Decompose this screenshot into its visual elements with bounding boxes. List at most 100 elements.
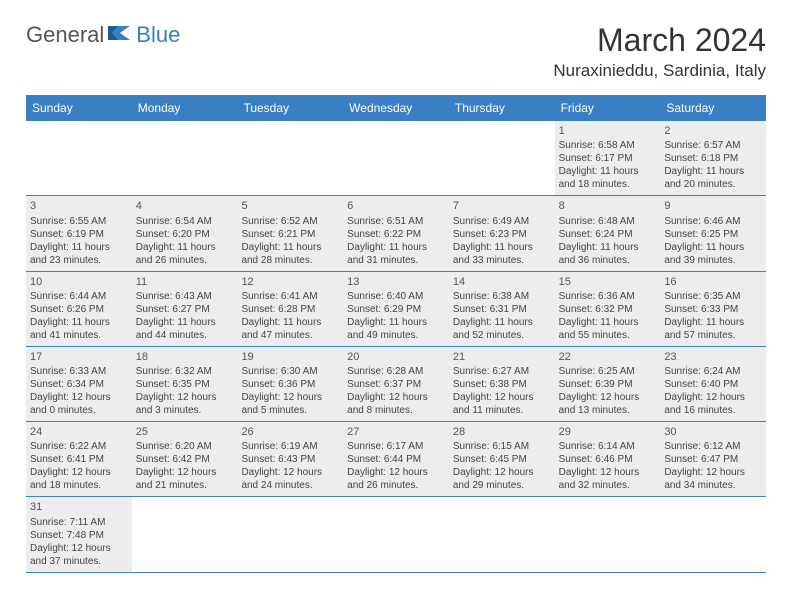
sunrise-text: Sunrise: 6:58 AM <box>559 139 657 152</box>
sunrise-text: Sunrise: 6:24 AM <box>664 365 762 378</box>
day-number: 26 <box>241 425 339 439</box>
week-row: 31Sunrise: 7:11 AMSunset: 7:48 PMDayligh… <box>26 497 766 572</box>
title-block: March 2024 Nuraxinieddu, Sardinia, Italy <box>553 22 766 81</box>
sunrise-text: Sunrise: 6:46 AM <box>664 215 762 228</box>
day-number: 9 <box>664 199 762 213</box>
day-number: 20 <box>347 350 445 364</box>
day-cell: 31Sunrise: 7:11 AMSunset: 7:48 PMDayligh… <box>26 497 132 571</box>
day-cell: 24Sunrise: 6:22 AMSunset: 6:41 PMDayligh… <box>26 422 132 496</box>
sunset-text: Sunset: 6:29 PM <box>347 303 445 316</box>
sunset-text: Sunset: 6:42 PM <box>136 453 234 466</box>
day-cell: 6Sunrise: 6:51 AMSunset: 6:22 PMDaylight… <box>343 196 449 270</box>
sunset-text: Sunset: 6:47 PM <box>664 453 762 466</box>
day-cell: 2Sunrise: 6:57 AMSunset: 6:18 PMDaylight… <box>660 121 766 195</box>
sunset-text: Sunset: 6:33 PM <box>664 303 762 316</box>
day-number: 25 <box>136 425 234 439</box>
week-row: 1Sunrise: 6:58 AMSunset: 6:17 PMDaylight… <box>26 121 766 196</box>
day-header-fri: Friday <box>555 95 661 121</box>
sunrise-text: Sunrise: 6:20 AM <box>136 440 234 453</box>
sunset-text: Sunset: 6:40 PM <box>664 378 762 391</box>
sunset-text: Sunset: 6:35 PM <box>136 378 234 391</box>
week-row: 17Sunrise: 6:33 AMSunset: 6:34 PMDayligh… <box>26 347 766 422</box>
sunset-text: Sunset: 6:18 PM <box>664 152 762 165</box>
day-header-row: Sunday Monday Tuesday Wednesday Thursday… <box>26 95 766 121</box>
sunset-text: Sunset: 6:37 PM <box>347 378 445 391</box>
week-row: 3Sunrise: 6:55 AMSunset: 6:19 PMDaylight… <box>26 196 766 271</box>
day-cell <box>237 497 343 571</box>
day-number: 14 <box>453 275 551 289</box>
daylight-text: Daylight: 12 hours and 13 minutes. <box>559 391 657 417</box>
daylight-text: Daylight: 11 hours and 57 minutes. <box>664 316 762 342</box>
day-number: 15 <box>559 275 657 289</box>
daylight-text: Daylight: 11 hours and 44 minutes. <box>136 316 234 342</box>
day-cell: 19Sunrise: 6:30 AMSunset: 6:36 PMDayligh… <box>237 347 343 421</box>
weeks-container: 1Sunrise: 6:58 AMSunset: 6:17 PMDaylight… <box>26 121 766 573</box>
daylight-text: Daylight: 11 hours and 47 minutes. <box>241 316 339 342</box>
day-number: 7 <box>453 199 551 213</box>
daylight-text: Daylight: 11 hours and 41 minutes. <box>30 316 128 342</box>
daylight-text: Daylight: 12 hours and 11 minutes. <box>453 391 551 417</box>
daylight-text: Daylight: 11 hours and 18 minutes. <box>559 165 657 191</box>
sunrise-text: Sunrise: 6:51 AM <box>347 215 445 228</box>
day-number: 21 <box>453 350 551 364</box>
sunrise-text: Sunrise: 6:36 AM <box>559 290 657 303</box>
daylight-text: Daylight: 11 hours and 33 minutes. <box>453 241 551 267</box>
sunrise-text: Sunrise: 6:27 AM <box>453 365 551 378</box>
day-cell <box>132 497 238 571</box>
sunrise-text: Sunrise: 6:12 AM <box>664 440 762 453</box>
day-cell: 9Sunrise: 6:46 AMSunset: 6:25 PMDaylight… <box>660 196 766 270</box>
sunset-text: Sunset: 6:27 PM <box>136 303 234 316</box>
sunset-text: Sunset: 6:45 PM <box>453 453 551 466</box>
sunrise-text: Sunrise: 6:48 AM <box>559 215 657 228</box>
sunrise-text: Sunrise: 6:44 AM <box>30 290 128 303</box>
day-cell: 14Sunrise: 6:38 AMSunset: 6:31 PMDayligh… <box>449 272 555 346</box>
day-cell: 21Sunrise: 6:27 AMSunset: 6:38 PMDayligh… <box>449 347 555 421</box>
day-cell: 17Sunrise: 6:33 AMSunset: 6:34 PMDayligh… <box>26 347 132 421</box>
week-row: 24Sunrise: 6:22 AMSunset: 6:41 PMDayligh… <box>26 422 766 497</box>
sunset-text: Sunset: 6:32 PM <box>559 303 657 316</box>
sunrise-text: Sunrise: 6:35 AM <box>664 290 762 303</box>
day-header-thu: Thursday <box>449 95 555 121</box>
day-cell: 12Sunrise: 6:41 AMSunset: 6:28 PMDayligh… <box>237 272 343 346</box>
sunset-text: Sunset: 6:23 PM <box>453 228 551 241</box>
daylight-text: Daylight: 12 hours and 5 minutes. <box>241 391 339 417</box>
sunrise-text: Sunrise: 6:22 AM <box>30 440 128 453</box>
sunrise-text: Sunrise: 6:57 AM <box>664 139 762 152</box>
daylight-text: Daylight: 11 hours and 55 minutes. <box>559 316 657 342</box>
sunrise-text: Sunrise: 6:30 AM <box>241 365 339 378</box>
day-number: 18 <box>136 350 234 364</box>
sunrise-text: Sunrise: 6:38 AM <box>453 290 551 303</box>
day-number: 22 <box>559 350 657 364</box>
day-cell: 25Sunrise: 6:20 AMSunset: 6:42 PMDayligh… <box>132 422 238 496</box>
day-cell <box>343 497 449 571</box>
daylight-text: Daylight: 11 hours and 36 minutes. <box>559 241 657 267</box>
daylight-text: Daylight: 11 hours and 26 minutes. <box>136 241 234 267</box>
sunset-text: Sunset: 6:26 PM <box>30 303 128 316</box>
day-number: 28 <box>453 425 551 439</box>
day-number: 11 <box>136 275 234 289</box>
day-cell: 30Sunrise: 6:12 AMSunset: 6:47 PMDayligh… <box>660 422 766 496</box>
sunrise-text: Sunrise: 6:15 AM <box>453 440 551 453</box>
sunrise-text: Sunrise: 6:52 AM <box>241 215 339 228</box>
sunrise-text: Sunrise: 6:17 AM <box>347 440 445 453</box>
sunset-text: Sunset: 6:46 PM <box>559 453 657 466</box>
daylight-text: Daylight: 12 hours and 26 minutes. <box>347 466 445 492</box>
day-cell: 23Sunrise: 6:24 AMSunset: 6:40 PMDayligh… <box>660 347 766 421</box>
daylight-text: Daylight: 12 hours and 29 minutes. <box>453 466 551 492</box>
sunrise-text: Sunrise: 6:40 AM <box>347 290 445 303</box>
day-cell <box>449 497 555 571</box>
sunset-text: Sunset: 6:34 PM <box>30 378 128 391</box>
daylight-text: Daylight: 11 hours and 49 minutes. <box>347 316 445 342</box>
day-cell: 22Sunrise: 6:25 AMSunset: 6:39 PMDayligh… <box>555 347 661 421</box>
day-header-sun: Sunday <box>26 95 132 121</box>
day-cell: 16Sunrise: 6:35 AMSunset: 6:33 PMDayligh… <box>660 272 766 346</box>
day-cell: 3Sunrise: 6:55 AMSunset: 6:19 PMDaylight… <box>26 196 132 270</box>
sunset-text: Sunset: 7:48 PM <box>30 529 128 542</box>
day-cell: 15Sunrise: 6:36 AMSunset: 6:32 PMDayligh… <box>555 272 661 346</box>
day-number: 31 <box>30 500 128 514</box>
day-header-sat: Saturday <box>660 95 766 121</box>
sunrise-text: Sunrise: 6:19 AM <box>241 440 339 453</box>
day-header-wed: Wednesday <box>343 95 449 121</box>
day-number: 16 <box>664 275 762 289</box>
day-cell <box>132 121 238 195</box>
